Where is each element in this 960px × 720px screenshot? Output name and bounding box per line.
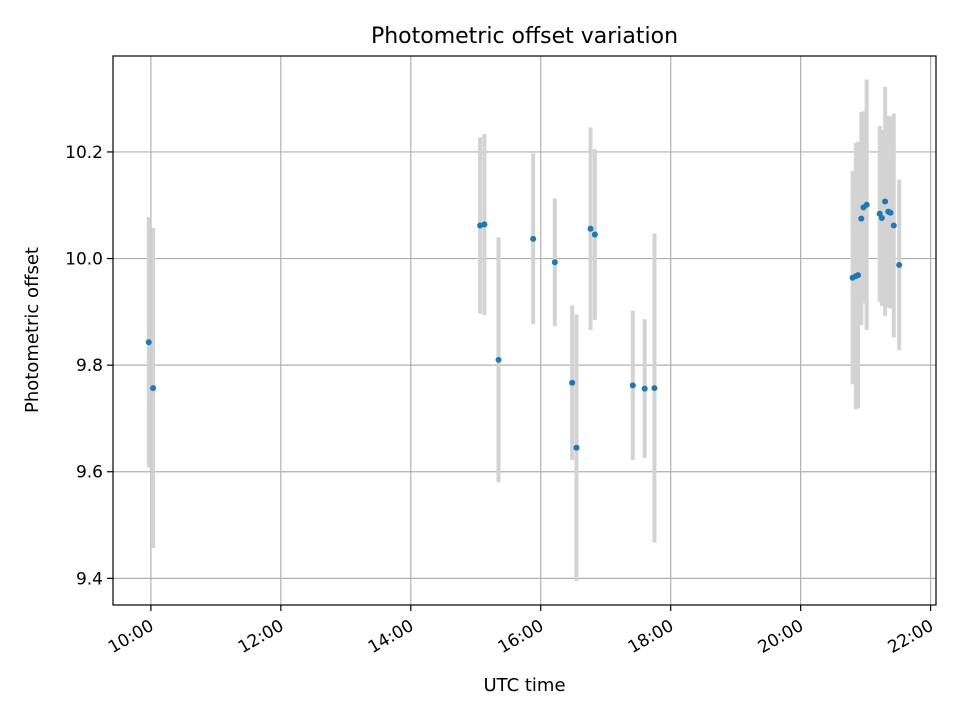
- data-point: [573, 444, 580, 451]
- data-point: [569, 379, 576, 386]
- grid-lines: [113, 56, 936, 605]
- x-tick-label: 22:00: [885, 616, 937, 658]
- x-tick-label: 12:00: [235, 616, 287, 658]
- x-tick-label: 14:00: [365, 616, 417, 658]
- data-point: [587, 225, 594, 232]
- data-point: [863, 201, 870, 208]
- x-axis-ticks: 10:00 12:00 14:00 16:00 18:00 20:00 22:00: [105, 605, 937, 658]
- data-point: [641, 385, 648, 392]
- x-tick-label: 10:00: [105, 616, 157, 658]
- data-points: [145, 198, 903, 451]
- data-point: [896, 261, 903, 268]
- data-point: [887, 209, 894, 216]
- data-point: [629, 382, 636, 389]
- data-point: [855, 272, 862, 279]
- y-axis-ticks: 9.4 9.6 9.8 10.0 10.2: [65, 143, 113, 589]
- x-tick-label: 20:00: [755, 616, 807, 658]
- data-point: [591, 231, 598, 238]
- x-tick-label: 18:00: [625, 616, 677, 658]
- x-axis-label: UTC time: [483, 675, 565, 696]
- data-point: [651, 385, 658, 392]
- error-bars: [146, 79, 902, 582]
- data-point: [530, 235, 537, 242]
- data-point: [150, 385, 157, 392]
- chart-title: Photometric offset variation: [371, 24, 678, 49]
- data-point: [495, 356, 502, 363]
- data-point: [551, 259, 558, 266]
- plot-frame: [112, 55, 937, 606]
- data-point: [890, 222, 897, 229]
- data-point: [858, 215, 865, 222]
- y-tick-label: 9.8: [76, 356, 103, 376]
- x-tick-label: 16:00: [495, 616, 547, 658]
- data-point: [481, 221, 488, 228]
- y-tick-label: 10.2: [65, 143, 103, 163]
- y-tick-label: 9.6: [76, 463, 103, 483]
- y-axis-label: Photometric offset: [22, 247, 43, 413]
- data-point: [878, 215, 885, 222]
- data-point: [145, 339, 152, 346]
- data-point: [882, 198, 889, 205]
- y-tick-label: 10.0: [65, 250, 103, 270]
- y-tick-label: 9.4: [76, 569, 103, 589]
